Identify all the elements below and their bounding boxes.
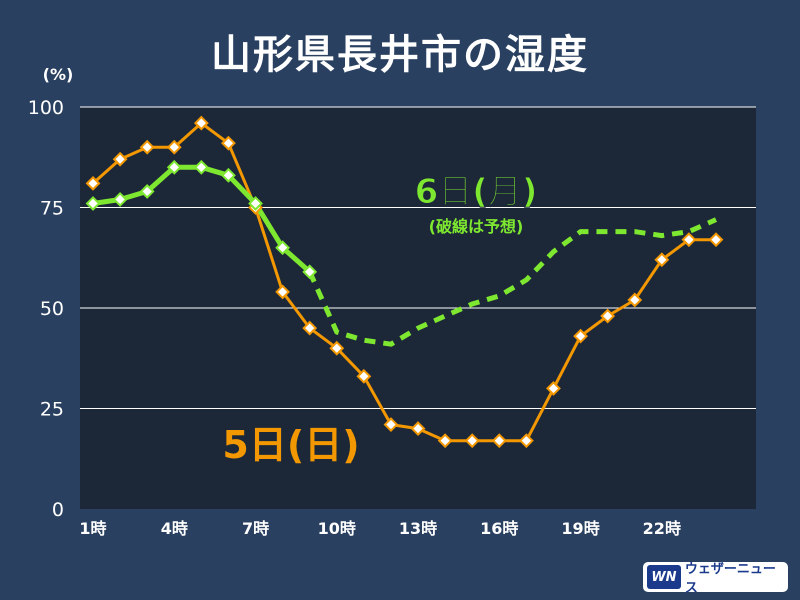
data-point (329, 340, 345, 356)
x-tick-label: 16時 (480, 519, 518, 538)
y-axis-ticks: 0 25 50 75 100 (28, 97, 64, 521)
data-point (112, 151, 128, 167)
data-point (491, 433, 507, 449)
data-point (139, 139, 155, 155)
x-tick-label: 22時 (643, 519, 681, 538)
data-point (600, 308, 616, 324)
data-point (221, 167, 236, 183)
y-tick-label: 50 (40, 298, 64, 320)
x-tick-label: 10時 (318, 519, 356, 538)
logo-mark: WN (647, 565, 681, 589)
data-point (85, 196, 101, 211)
data-point (139, 184, 155, 199)
data-point (85, 175, 101, 191)
data-point (248, 196, 263, 211)
data-point (518, 433, 534, 449)
y-tick-label: 25 (40, 399, 64, 421)
series-layer (85, 115, 724, 449)
data-point (166, 139, 182, 155)
chart-title: 山形県長井市の湿度 (211, 32, 589, 78)
y-tick-label: 100 (28, 97, 64, 119)
series-line-2 (307, 217, 718, 347)
data-point (464, 433, 480, 449)
data-point (193, 115, 209, 131)
x-tick-label: 13時 (399, 519, 437, 538)
data-point (410, 421, 426, 437)
x-tick-label: 1時 (79, 519, 106, 538)
data-point (627, 292, 643, 308)
data-point (681, 232, 697, 248)
data-point (708, 232, 724, 248)
data-point (356, 368, 372, 384)
x-tick-label: 7時 (242, 519, 269, 538)
data-point (166, 159, 182, 175)
x-axis-ticks: 1時 4時 7時 10時 13時 16時 19時 22時 (79, 519, 681, 538)
data-point (383, 417, 399, 432)
data-point (546, 380, 561, 396)
label-day6-note: (破線は予想) (429, 217, 524, 236)
y-tick-label: 75 (40, 198, 64, 220)
label-day6: 6日(月) (415, 172, 538, 212)
label-day5: 5日(日) (222, 423, 359, 467)
x-tick-label: 4時 (161, 519, 188, 538)
data-point (275, 284, 291, 300)
y-axis-label: (%) (43, 65, 74, 84)
data-point (221, 135, 236, 151)
x-tick-label: 19時 (561, 519, 599, 538)
data-point (302, 264, 318, 280)
data-point (275, 240, 291, 256)
data-point (573, 328, 588, 344)
logo-text: ウェザーニュース (684, 562, 776, 596)
weathernews-logo: WN ウェザーニュース (643, 562, 788, 596)
data-point (654, 252, 670, 268)
data-point (193, 159, 209, 175)
y-tick-label: 0 (52, 499, 64, 521)
grid-lines (80, 106, 756, 409)
data-point (112, 192, 128, 207)
data-point (302, 320, 318, 336)
data-point (437, 433, 453, 449)
